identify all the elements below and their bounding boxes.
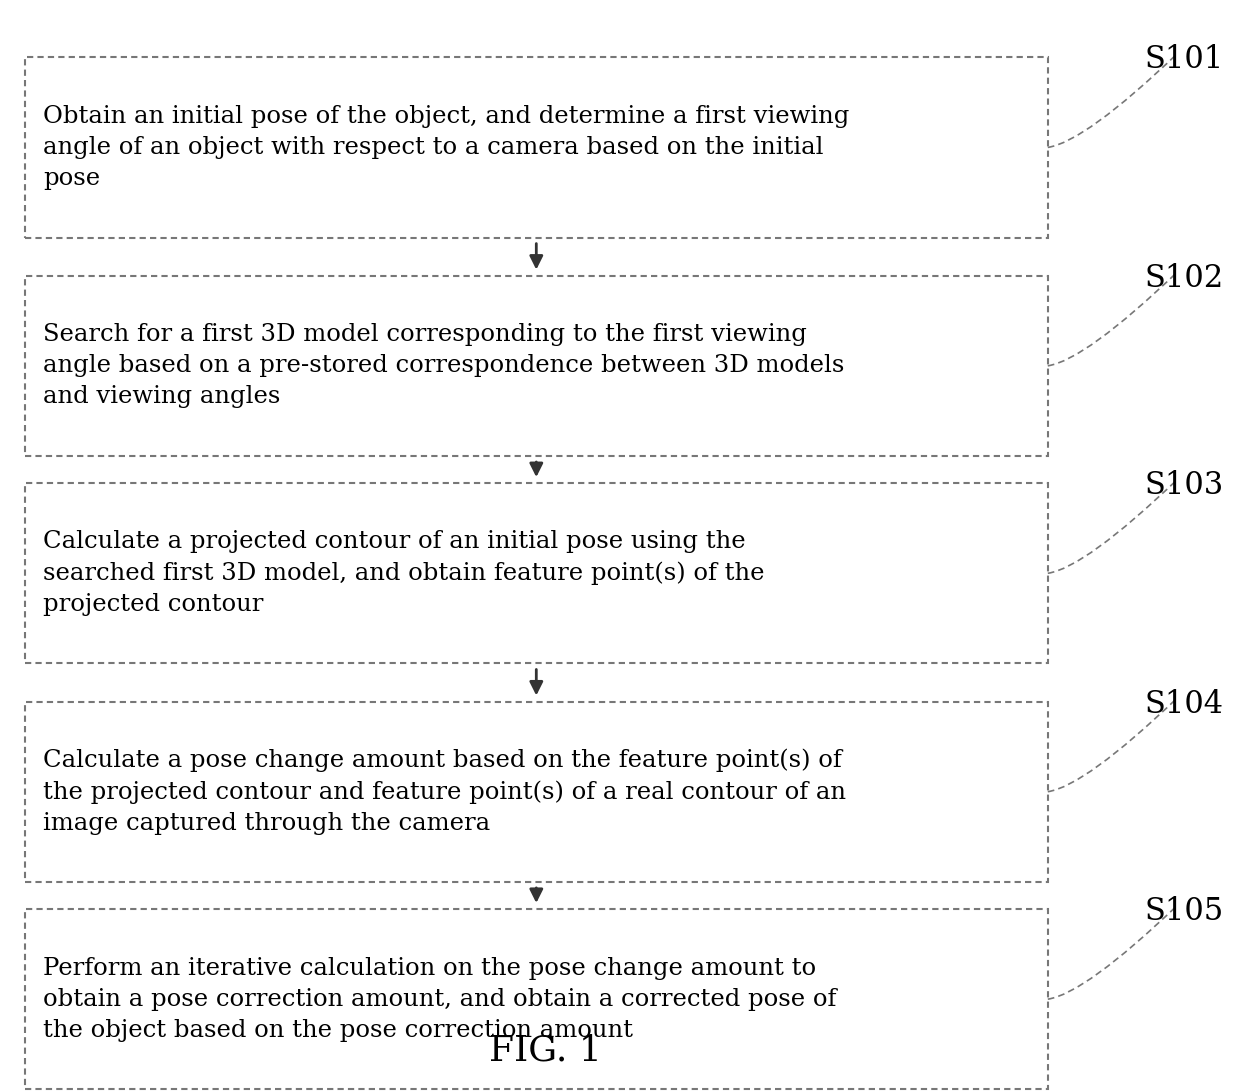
Text: S105: S105: [1145, 895, 1224, 927]
Text: Search for a first 3D model corresponding to the first viewing
angle based on a : Search for a first 3D model correspondin…: [43, 323, 844, 408]
Text: FIG. 1: FIG. 1: [489, 1034, 603, 1068]
FancyBboxPatch shape: [25, 483, 1048, 664]
Text: S102: S102: [1145, 262, 1224, 294]
Text: S103: S103: [1145, 470, 1224, 501]
FancyBboxPatch shape: [25, 909, 1048, 1090]
FancyBboxPatch shape: [25, 57, 1048, 238]
Text: Calculate a pose change amount based on the feature point(s) of
the projected co: Calculate a pose change amount based on …: [43, 748, 847, 835]
Text: S104: S104: [1145, 688, 1224, 720]
Text: Calculate a projected contour of an initial pose using the
searched first 3D mod: Calculate a projected contour of an init…: [43, 531, 765, 616]
Text: S101: S101: [1145, 44, 1224, 75]
FancyBboxPatch shape: [25, 701, 1048, 882]
Text: Obtain an initial pose of the object, and determine a first viewing
angle of an : Obtain an initial pose of the object, an…: [43, 105, 849, 190]
Text: Perform an iterative calculation on the pose change amount to
obtain a pose corr: Perform an iterative calculation on the …: [43, 957, 837, 1042]
FancyBboxPatch shape: [25, 275, 1048, 456]
